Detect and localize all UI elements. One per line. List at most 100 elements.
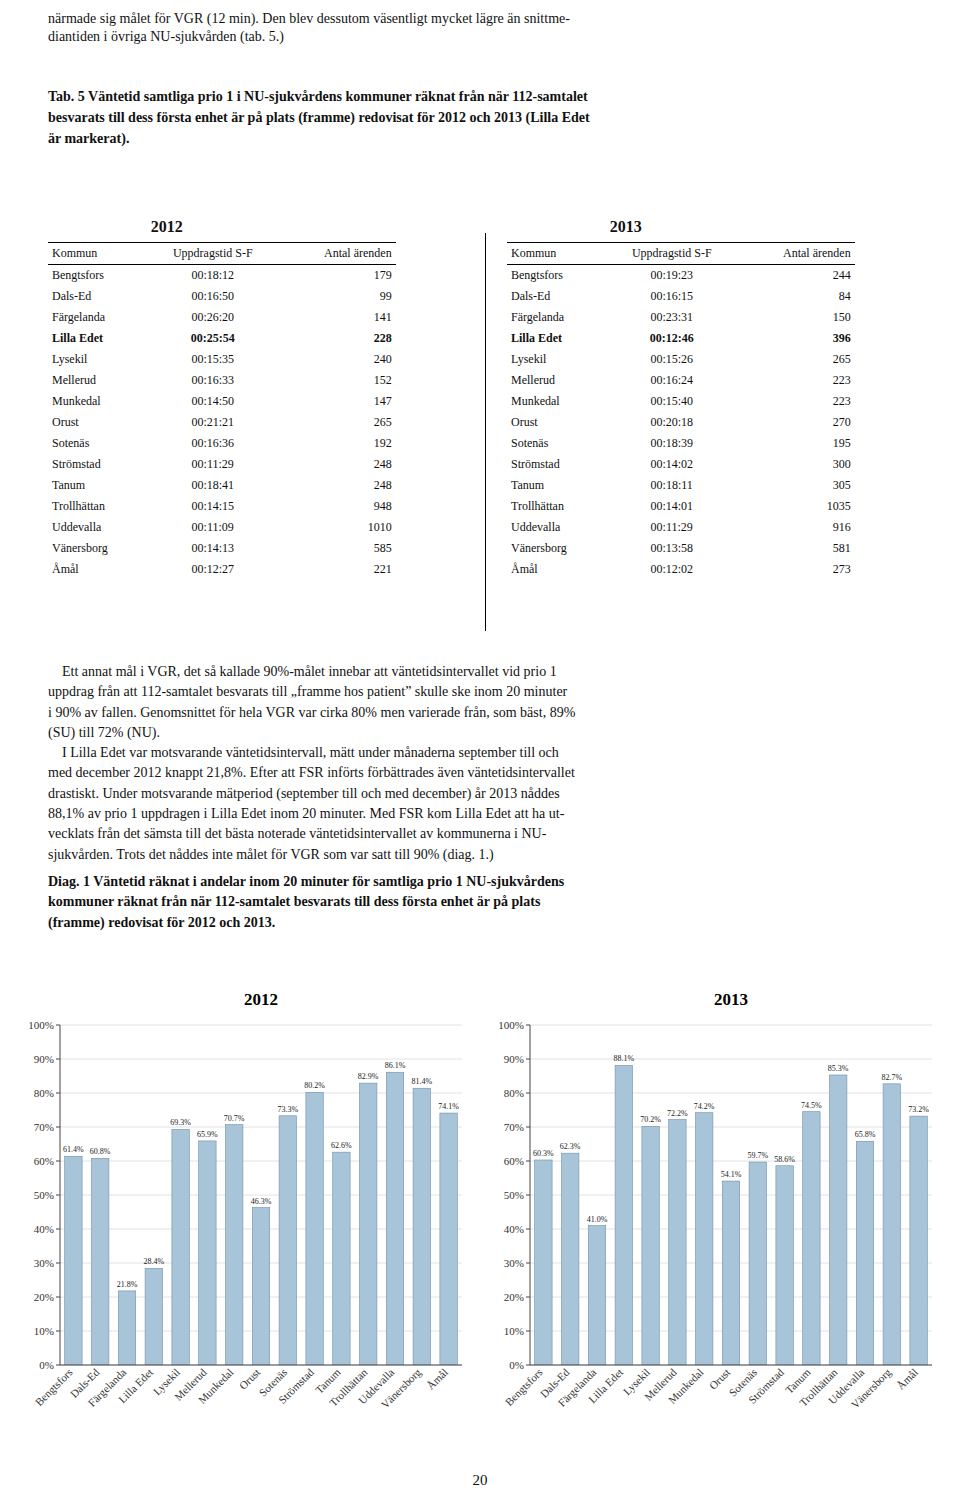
bar bbox=[440, 1113, 457, 1365]
table-cell: Sotenäs bbox=[507, 433, 605, 454]
bar-chart: 20130%10%20%30%40%50%60%70%80%90%100%60.… bbox=[490, 985, 940, 1465]
table-cell: 00:13:58 bbox=[605, 538, 739, 559]
bar bbox=[535, 1160, 552, 1365]
bars bbox=[65, 1072, 458, 1365]
table-cell: 396 bbox=[739, 328, 855, 349]
bar bbox=[588, 1226, 605, 1365]
y-tick-label: 60% bbox=[34, 1155, 54, 1167]
grid-line bbox=[530, 1059, 932, 1060]
x-tick-label: Munkedal bbox=[196, 1366, 236, 1406]
table-cell: Åmål bbox=[48, 559, 146, 580]
grid-line bbox=[60, 1365, 462, 1366]
x-tick-label: Bengtsfors bbox=[33, 1366, 75, 1408]
y-axis bbox=[60, 1025, 61, 1365]
table-block: 2013 KommunUppdragstid S-FAntal ärendenBe… bbox=[507, 218, 931, 580]
y-tick bbox=[56, 1297, 60, 1298]
table-cell: 240 bbox=[280, 349, 396, 370]
bars bbox=[535, 1065, 928, 1365]
data-label: 58.6% bbox=[774, 1155, 795, 1164]
table-cell: Uddevalla bbox=[507, 517, 605, 538]
table-row: Åmål00:12:02273 bbox=[507, 559, 855, 580]
bar bbox=[856, 1141, 873, 1365]
table-row: Munkedal00:14:50147 bbox=[48, 391, 396, 412]
x-tick-label: Åmål bbox=[894, 1366, 920, 1392]
data-label: 28.4% bbox=[143, 1257, 164, 1266]
table-cell: 84 bbox=[739, 286, 855, 307]
table-cell: 273 bbox=[739, 559, 855, 580]
data-label: 62.3% bbox=[560, 1142, 581, 1151]
bar bbox=[145, 1268, 162, 1365]
table-cell: 152 bbox=[280, 370, 396, 391]
table-cell: Bengtsfors bbox=[507, 265, 605, 287]
y-tick-label: 90% bbox=[504, 1053, 524, 1065]
table-cell: 00:25:54 bbox=[146, 328, 280, 349]
data-label: 60.8% bbox=[90, 1147, 111, 1156]
data-label: 65.8% bbox=[855, 1130, 876, 1139]
data-label: 62.6% bbox=[331, 1141, 352, 1150]
table-row: Lilla Edet00:25:54228 bbox=[48, 328, 396, 349]
table-cell: 00:16:36 bbox=[146, 433, 280, 454]
table-cell: Orust bbox=[48, 412, 146, 433]
bar bbox=[225, 1125, 242, 1365]
table-cell: 00:16:15 bbox=[605, 286, 739, 307]
data-label: 74.5% bbox=[801, 1101, 822, 1110]
table-cell: 581 bbox=[739, 538, 855, 559]
bar bbox=[172, 1129, 189, 1365]
page-number: 20 bbox=[0, 1472, 960, 1489]
table-cell: 00:15:26 bbox=[605, 349, 739, 370]
table-cell: 141 bbox=[280, 307, 396, 328]
y-tick bbox=[526, 1025, 530, 1026]
table-cell: Dals-Ed bbox=[507, 286, 605, 307]
table-cell: 00:11:29 bbox=[605, 517, 739, 538]
table-cell: Strömstad bbox=[48, 454, 146, 475]
table-row: Lilla Edet00:12:46396 bbox=[507, 328, 855, 349]
table-header-row: KommunUppdragstid S-FAntal ärenden bbox=[507, 243, 855, 265]
table-cell: 00:15:40 bbox=[605, 391, 739, 412]
bar bbox=[199, 1141, 216, 1365]
table-cell: 265 bbox=[280, 412, 396, 433]
y-axis bbox=[530, 1025, 531, 1365]
x-tick-label: Vänersborg bbox=[379, 1366, 424, 1411]
y-tick bbox=[56, 1263, 60, 1264]
table-cell: 00:14:02 bbox=[605, 454, 739, 475]
table-cell: 00:19:23 bbox=[605, 265, 739, 287]
table-cell: Lilla Edet bbox=[48, 328, 146, 349]
table-row: Trollhättan00:14:011035 bbox=[507, 496, 855, 517]
table-cell: 248 bbox=[280, 475, 396, 496]
x-axis bbox=[60, 1365, 462, 1366]
table-cell: Strömstad bbox=[507, 454, 605, 475]
x-tick-label: Lilla Edet bbox=[586, 1366, 625, 1405]
table-cell: 00:18:39 bbox=[605, 433, 739, 454]
data-label: 73.2% bbox=[908, 1105, 929, 1114]
bar bbox=[333, 1152, 350, 1365]
table-year: 2013 bbox=[507, 218, 744, 236]
table-row: Bengtsfors00:18:12179 bbox=[48, 265, 396, 287]
bar bbox=[669, 1120, 686, 1365]
table-cell: 916 bbox=[739, 517, 855, 538]
table-cell: Mellerud bbox=[48, 370, 146, 391]
table-row: Mellerud00:16:24223 bbox=[507, 370, 855, 391]
grid-line bbox=[530, 1127, 932, 1128]
table-row: Färgelanda00:26:20141 bbox=[48, 307, 396, 328]
table-header-row: KommunUppdragstid S-FAntal ärenden bbox=[48, 243, 396, 265]
table-row: Trollhättan00:14:15948 bbox=[48, 496, 396, 517]
y-tick bbox=[526, 1161, 530, 1162]
y-tick-label: 10% bbox=[34, 1325, 54, 1337]
table-row: Strömstad00:14:02300 bbox=[507, 454, 855, 475]
y-tick-label: 40% bbox=[34, 1223, 54, 1235]
x-tick-label: Lilla Edet bbox=[116, 1366, 155, 1405]
bar bbox=[65, 1156, 82, 1365]
table-cell: Lilla Edet bbox=[507, 328, 605, 349]
y-tick bbox=[526, 1195, 530, 1196]
bar bbox=[561, 1153, 578, 1365]
y-tick-label: 50% bbox=[34, 1189, 54, 1201]
data-label: 65.9% bbox=[197, 1130, 218, 1139]
y-tick-label: 30% bbox=[504, 1257, 524, 1269]
table-cell: 00:14:13 bbox=[146, 538, 280, 559]
table-title: Tab. 5 Väntetid samtliga prio 1 i NU-sju… bbox=[48, 86, 928, 149]
table-row: Lysekil00:15:35240 bbox=[48, 349, 396, 370]
table-row: Vänersborg00:14:13585 bbox=[48, 538, 396, 559]
x-axis bbox=[530, 1365, 932, 1366]
table-cell: 00:11:29 bbox=[146, 454, 280, 475]
data-label: 60.3% bbox=[533, 1149, 554, 1158]
